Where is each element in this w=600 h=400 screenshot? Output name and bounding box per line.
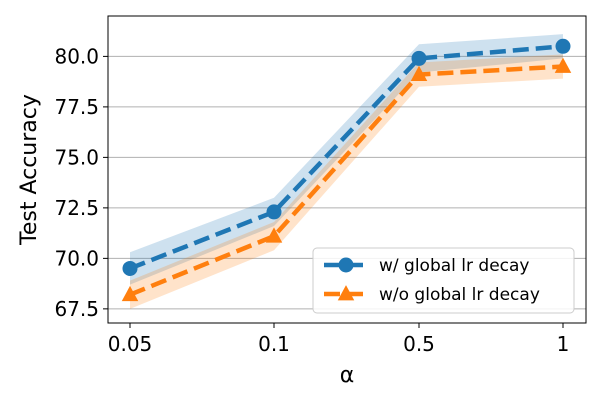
y-tick-label: 67.5: [54, 297, 99, 321]
y-tick-label: 75.0: [54, 145, 99, 169]
series-line-0: [129, 44, 564, 271]
x-tick-label: 0.05: [108, 332, 153, 356]
circle-marker: [122, 260, 138, 276]
circle-marker: [266, 204, 282, 220]
circle-marker: [338, 257, 354, 273]
x-tick-label: 0.5: [403, 332, 435, 356]
circle-marker: [555, 38, 571, 54]
confidence-band-1: [130, 54, 563, 309]
confidence-bands: [130, 34, 563, 309]
triangle-marker: [265, 227, 283, 243]
y-tick-label: 72.5: [54, 196, 99, 220]
circle-marker: [411, 50, 427, 66]
y-tick-label: 70.0: [54, 246, 99, 270]
plot-frame: [107, 15, 587, 324]
y-axis-label: Test Accuracy: [17, 94, 42, 246]
x-tick-label: 1: [557, 332, 570, 356]
legend-label: w/ global lr decay: [379, 256, 529, 276]
y-axis-ticks: 67.5 70.0 72.5 75.0 77.5 80.0: [54, 44, 108, 321]
confidence-band-0: [130, 34, 563, 285]
triangle-marker: [554, 57, 572, 73]
x-tick-label: 0.1: [258, 332, 290, 356]
series-line-1: [129, 64, 564, 297]
y-tick-label: 77.5: [54, 95, 99, 119]
series-markers: [121, 38, 572, 302]
x-axis-label: α: [340, 363, 355, 388]
series-lines: [129, 44, 564, 297]
legend: w/ global lr decay w/o global lr decay: [312, 247, 575, 314]
triangle-marker: [337, 285, 355, 301]
legend-box: [312, 247, 575, 314]
y-tick-label: 80.0: [54, 44, 99, 68]
legend-label: w/o global lr decay: [379, 285, 540, 305]
x-axis-ticks: 0.05 0.1 0.5 1: [108, 323, 570, 356]
triangle-marker: [410, 65, 428, 81]
triangle-marker: [121, 285, 139, 302]
